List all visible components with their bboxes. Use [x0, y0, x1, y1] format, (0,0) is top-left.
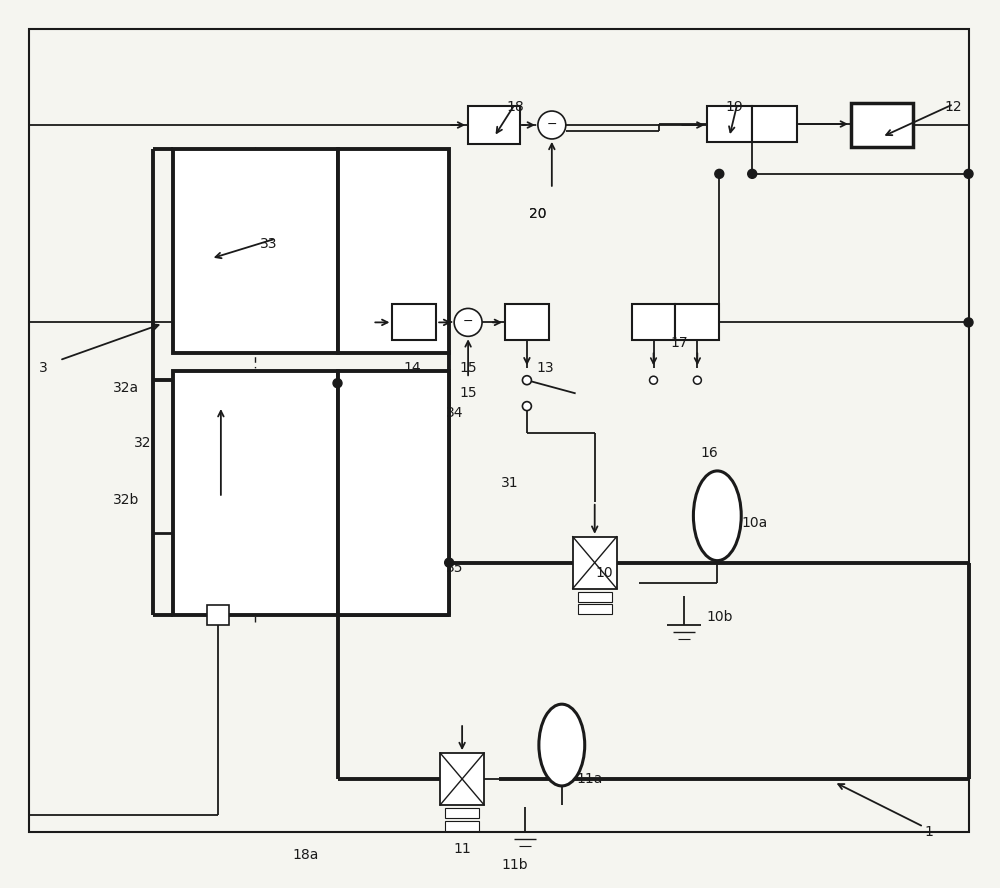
Text: 13: 13: [536, 361, 554, 376]
Text: 15: 15: [459, 386, 477, 400]
Bar: [392, 305, 436, 340]
Bar: [675, 305, 719, 340]
Circle shape: [715, 170, 724, 178]
Bar: [632, 305, 675, 340]
Text: 12: 12: [945, 100, 962, 114]
Bar: [173, 149, 338, 353]
Text: 32b: 32b: [113, 493, 139, 507]
Circle shape: [650, 377, 658, 385]
Text: 16: 16: [700, 446, 718, 460]
Text: 34: 34: [446, 406, 464, 420]
Text: 1: 1: [924, 825, 933, 839]
Text: 32a: 32a: [113, 381, 139, 395]
Bar: [445, 808, 479, 818]
Text: 11b: 11b: [502, 858, 528, 872]
Circle shape: [693, 377, 701, 385]
Bar: [707, 106, 752, 142]
Text: 17: 17: [671, 337, 688, 350]
Text: 33: 33: [260, 236, 277, 250]
Circle shape: [445, 559, 454, 567]
Circle shape: [454, 308, 482, 337]
Text: 20: 20: [529, 207, 547, 221]
Text: 10b: 10b: [706, 610, 733, 624]
Text: 11a: 11a: [577, 772, 603, 786]
Text: −: −: [463, 315, 473, 328]
Text: 20: 20: [529, 207, 547, 221]
Text: 3: 3: [39, 361, 48, 376]
Bar: [207, 606, 229, 625]
Bar: [440, 753, 484, 805]
Bar: [468, 106, 520, 144]
Text: −: −: [547, 117, 557, 131]
Bar: [578, 591, 612, 601]
Circle shape: [964, 318, 973, 327]
Text: 14: 14: [403, 361, 421, 376]
Text: 18a: 18a: [292, 848, 319, 861]
Circle shape: [748, 170, 757, 178]
Bar: [573, 536, 617, 589]
Text: 31: 31: [501, 476, 519, 490]
Circle shape: [522, 401, 531, 410]
Bar: [338, 149, 449, 353]
Circle shape: [522, 376, 531, 385]
Ellipse shape: [693, 471, 741, 560]
Text: 19: 19: [725, 100, 743, 114]
Ellipse shape: [539, 704, 585, 786]
Text: 10: 10: [596, 566, 613, 580]
Bar: [578, 605, 612, 614]
Bar: [505, 305, 549, 340]
Text: 15: 15: [459, 361, 477, 376]
Bar: [445, 821, 479, 831]
Circle shape: [964, 170, 973, 178]
Bar: [173, 371, 338, 615]
Bar: [752, 106, 797, 142]
Text: 11: 11: [453, 842, 471, 856]
Circle shape: [333, 378, 342, 388]
Text: 32: 32: [134, 436, 152, 450]
Text: 18: 18: [506, 100, 524, 114]
Circle shape: [538, 111, 566, 139]
Text: 10a: 10a: [741, 516, 767, 530]
Bar: [851, 103, 913, 147]
Text: 35: 35: [446, 560, 464, 575]
Bar: [338, 371, 449, 615]
